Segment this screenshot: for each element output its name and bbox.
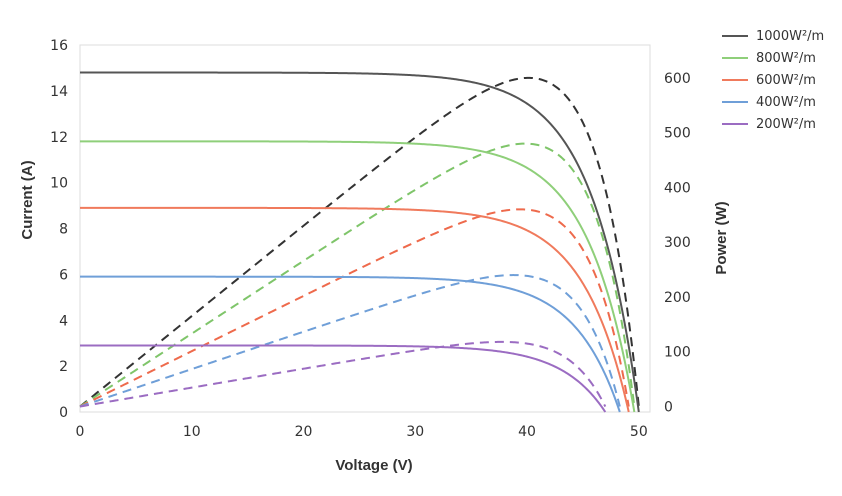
legend-label: 200W²/m	[756, 117, 816, 132]
current-curve-series-4	[80, 344, 607, 413]
current-curve-series-3	[80, 275, 621, 413]
y-tick-label: 14	[50, 84, 68, 100]
y-tick-label: 2	[59, 359, 68, 375]
y-tick-label: 0	[59, 405, 68, 421]
plot-area	[79, 44, 651, 413]
y-axis-title: Current (A)	[19, 160, 36, 239]
legend-label: 600W²/m	[756, 73, 816, 88]
y2-tick-label: 0	[664, 400, 673, 416]
legend: 1000W²/m 800W²/m 600W²/m 400W²/m 200W²/m	[722, 29, 824, 132]
y-tick-label: 4	[59, 313, 68, 329]
x-axis-title: Voltage (V)	[335, 457, 412, 474]
plot-border	[79, 44, 651, 413]
x-tick-label: 20	[295, 424, 313, 440]
y2-tick-label: 300	[664, 235, 691, 251]
x-tick-label: 30	[406, 424, 424, 440]
power-curve-series-4	[79, 340, 607, 408]
y-tick-label: 10	[50, 176, 68, 192]
axes-layer: 0 10 20 30 40 5002468101214160100200300400500…	[50, 38, 691, 440]
y-tick-label: 12	[50, 130, 68, 146]
power-curve-series-3	[79, 274, 621, 408]
y2-tick-label: 100	[664, 345, 691, 361]
x-tick-label: 0	[76, 424, 85, 440]
legend-label: 1000W²/m	[756, 29, 824, 44]
y-tick-label: 8	[59, 222, 68, 238]
y-tick-label: 6	[59, 267, 68, 283]
y2-tick-label: 400	[664, 180, 691, 196]
x-tick-label: 50	[630, 424, 648, 440]
current-curve-series-2	[80, 206, 630, 413]
y-tick-label: 16	[50, 38, 68, 54]
power-curve-series-1	[79, 142, 636, 408]
curves-layer	[79, 71, 640, 413]
y2-tick-label: 500	[664, 126, 691, 142]
power-curve-series-2	[79, 208, 630, 408]
legend-label: 400W²/m	[756, 95, 816, 110]
x-tick-label: 10	[183, 424, 201, 440]
current-curve-series-1	[80, 140, 636, 413]
legend-label: 800W²/m	[756, 51, 816, 66]
y2-axis-title: Power (W)	[713, 201, 730, 274]
x-tick-label: 40	[518, 424, 536, 440]
power-curve-series-0	[79, 76, 640, 408]
y2-tick-label: 600	[664, 71, 691, 87]
current-curve-series-0	[79, 71, 640, 413]
y2-tick-label: 200	[664, 290, 691, 306]
